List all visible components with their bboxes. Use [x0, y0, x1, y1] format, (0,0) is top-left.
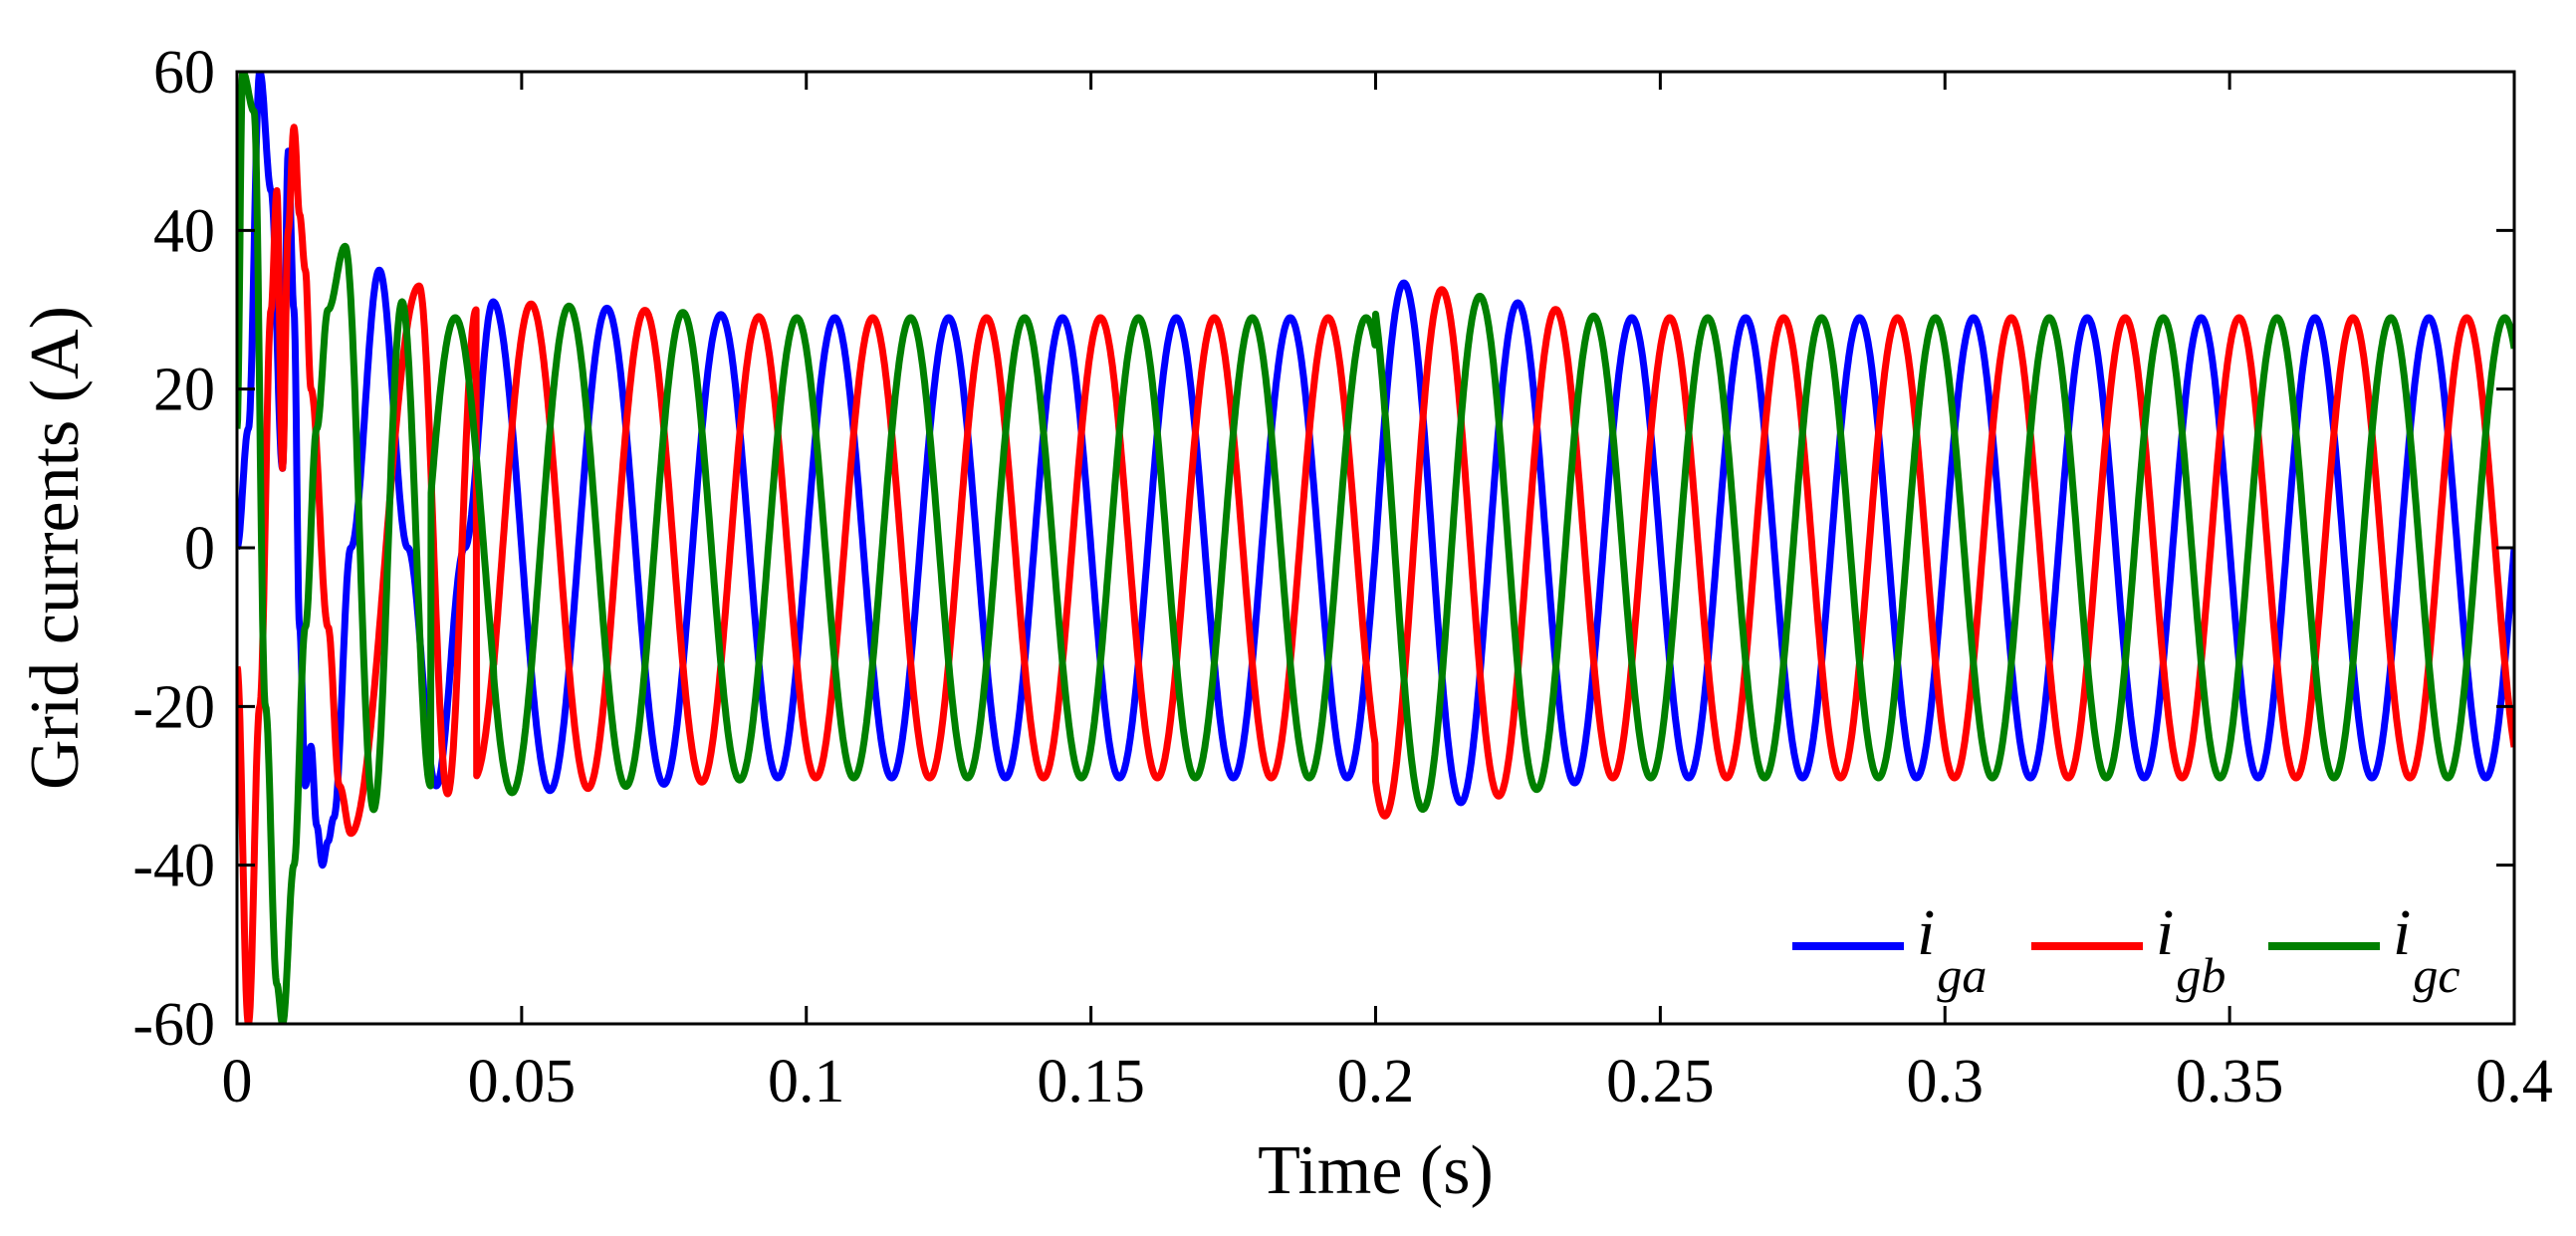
legend-label-ga: iga: [1917, 896, 1987, 1003]
plot-traces: [237, 72, 2514, 1024]
y-tick-label: 20: [153, 357, 215, 424]
x-axis-ticks: 0 0.05 0.1 0.15 0.2 0.25 0.3 0.35 0.4: [222, 72, 2553, 1115]
x-tick-label: 0.4: [2475, 1048, 2553, 1115]
x-tick-label: 0.1: [768, 1048, 845, 1115]
x-tick-label: 0: [222, 1048, 253, 1115]
x-tick-label: 0.05: [468, 1048, 577, 1115]
x-tick-label: 0.3: [1907, 1048, 1985, 1115]
x-tick-label: 0.25: [1606, 1048, 1715, 1115]
legend-label-gc: igc: [2393, 896, 2460, 1003]
legend: iga igb igc: [1792, 896, 2460, 1003]
legend-label-gb: igb: [2156, 896, 2225, 1003]
y-tick-label: -60: [132, 991, 215, 1059]
x-tick-label: 0.2: [1337, 1048, 1415, 1115]
y-tick-label: 0: [184, 515, 215, 583]
x-tick-label: 0.15: [1037, 1048, 1145, 1115]
y-tick-label: -20: [132, 673, 215, 741]
y-tick-label: 40: [153, 197, 215, 265]
y-tick-label: 60: [153, 39, 215, 107]
series-line-ga: [237, 72, 2514, 869]
y-tick-label: -40: [132, 833, 215, 900]
y-axis-title: Grid currents (A): [17, 306, 94, 790]
series-line-gb: [237, 124, 2514, 1024]
y-axis-ticks: 60 40 20 0 -20 -40 -60: [132, 39, 2514, 1059]
series-line-gc: [237, 72, 2514, 1024]
x-axis-title: Time (s): [1258, 1132, 1494, 1209]
x-tick-label: 0.35: [2176, 1048, 2284, 1115]
